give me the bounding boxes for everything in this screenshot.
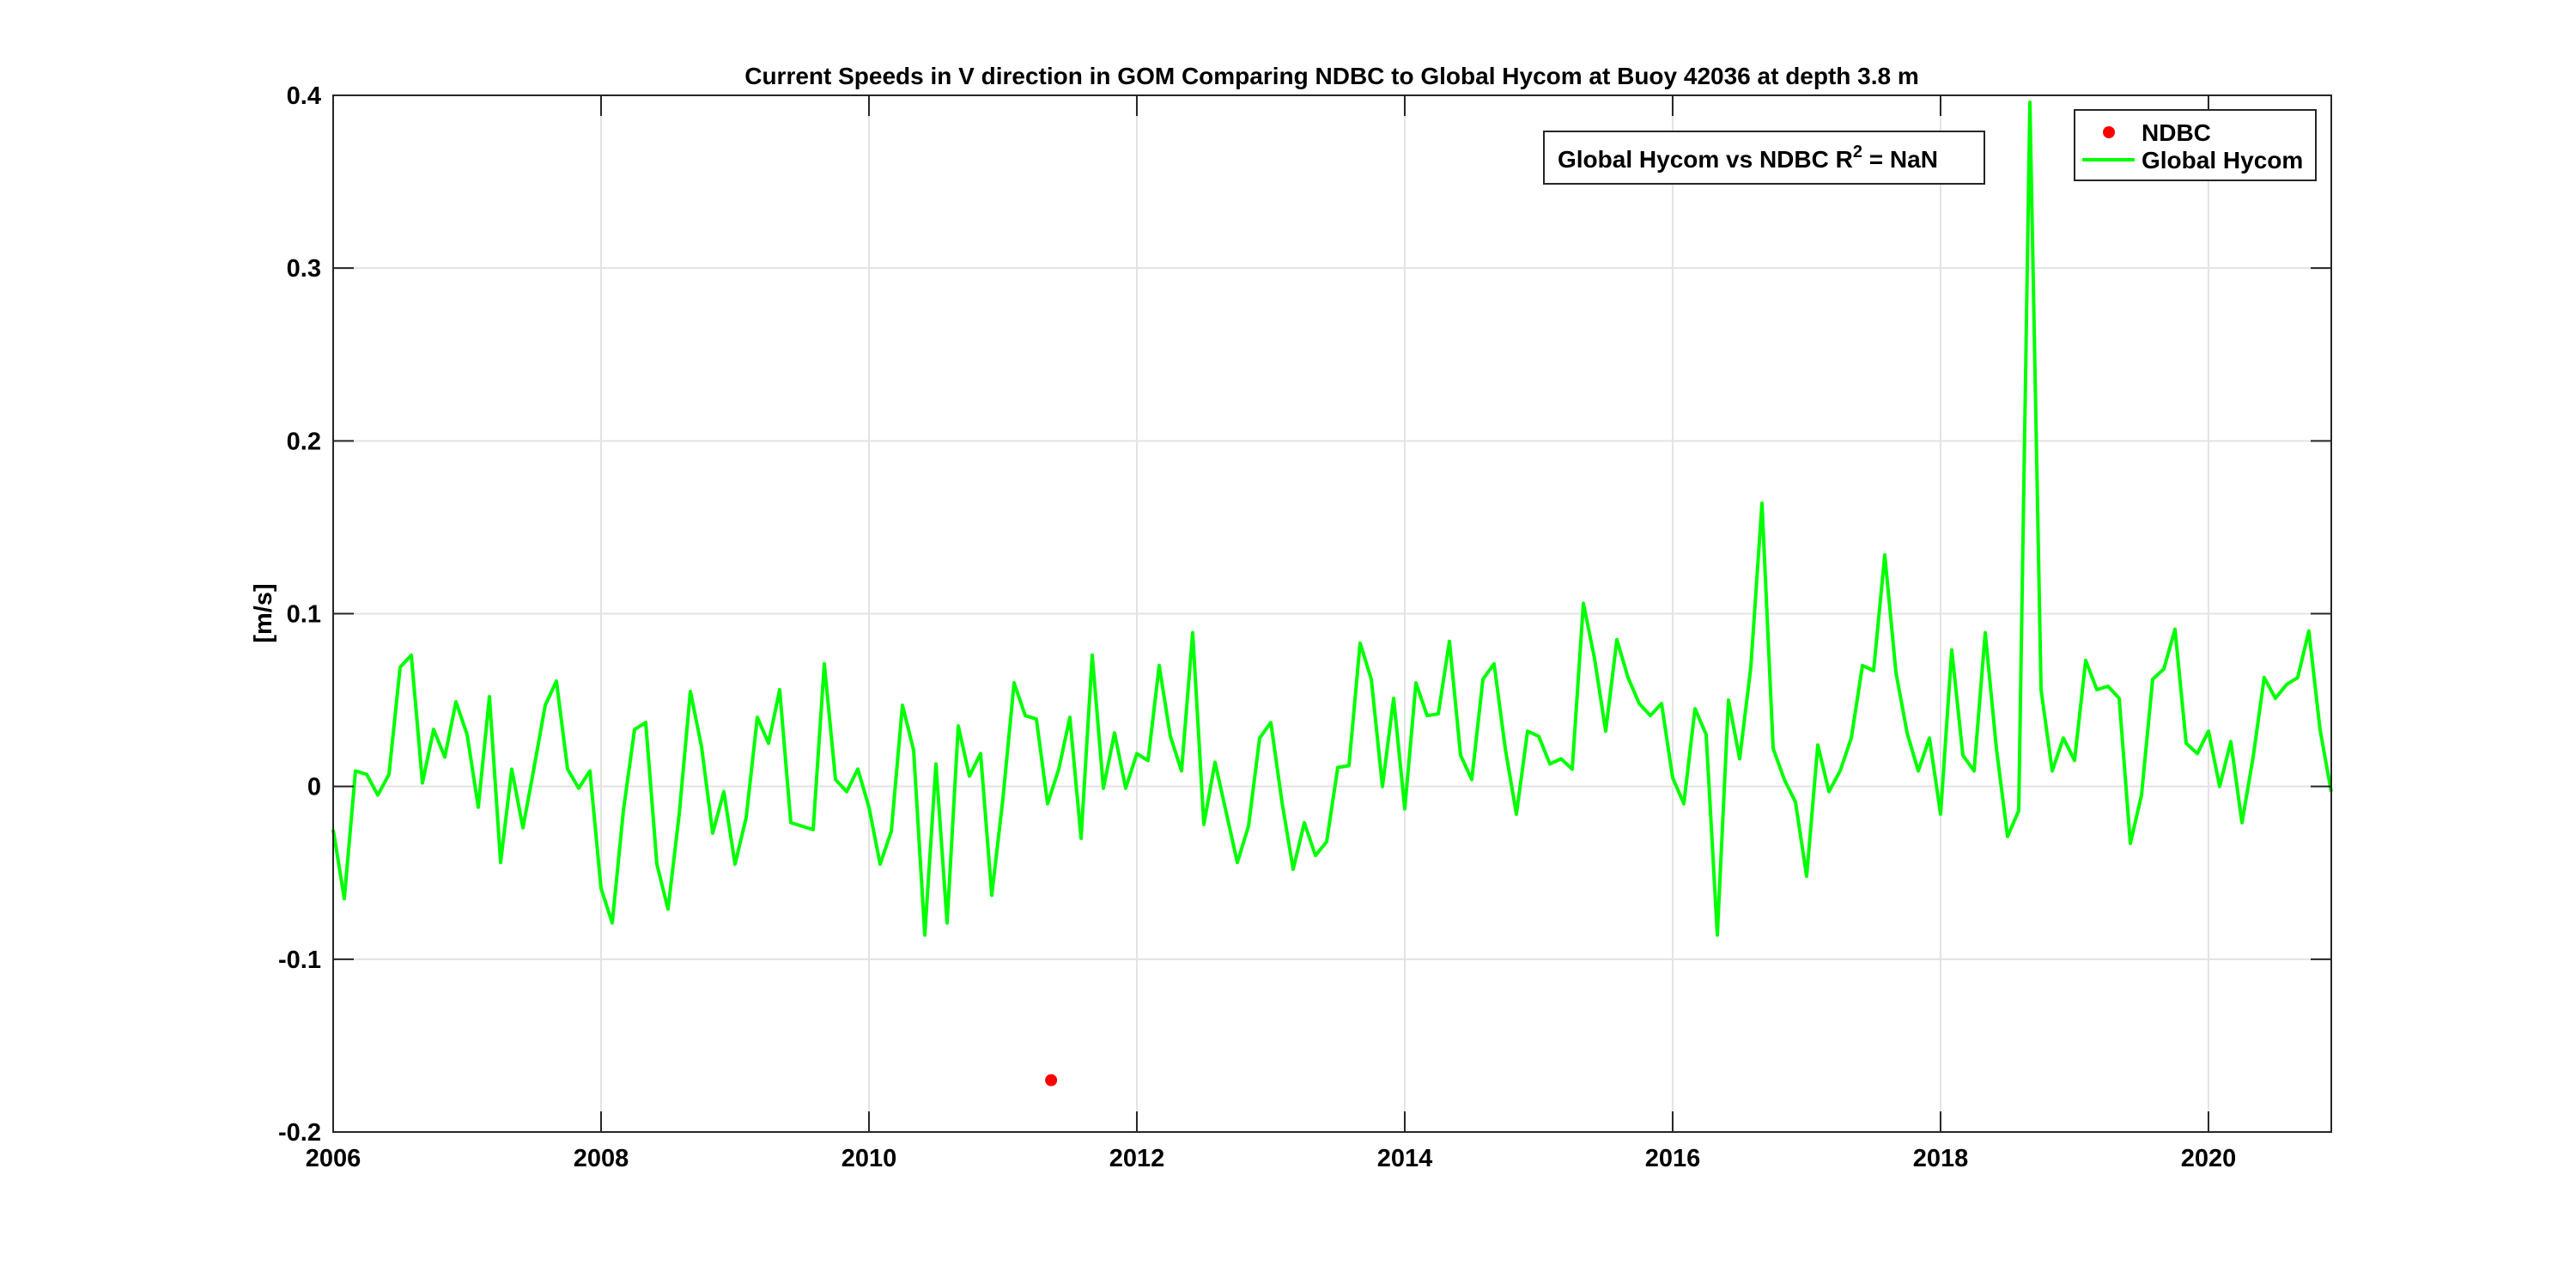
legend-hycom-label: Global Hycom <box>2142 147 2303 173</box>
annotation-text: Global Hycom vs NDBC R2 = NaN <box>1558 143 1938 173</box>
y-tick-label: 0.3 <box>287 255 321 283</box>
annotation-box <box>1543 131 1985 185</box>
chart-title: Current Speeds in V direction in GOM Com… <box>744 63 1919 89</box>
ticks: 2006 2008 2010 2012 2014 2016 2018 2020 -0.2 -0.1… <box>278 82 2331 1172</box>
r2-annotation: Global Hycom vs NDBC R2 = NaN <box>1543 131 1985 185</box>
x-tick-label: 2008 <box>574 1145 629 1172</box>
y-tick-label: 0.1 <box>287 601 321 629</box>
y-tick-label: 0 <box>307 774 321 801</box>
x-tick-label: 2014 <box>1377 1145 1433 1172</box>
legend-box <box>2074 109 2317 181</box>
x-tick-label: 2020 <box>2181 1145 2237 1172</box>
x-tick-label: 2018 <box>1913 1145 1969 1172</box>
ndbc-point <box>1045 1074 1058 1086</box>
y-tick-label: -0.2 <box>278 1119 321 1147</box>
global-hycom-line <box>331 100 2333 937</box>
series-layer <box>331 100 2333 1086</box>
x-tick-label: 2010 <box>841 1145 897 1172</box>
legend: NDBC Global Hycom <box>2074 109 2317 181</box>
legend-ndbc-label: NDBC <box>2142 119 2211 146</box>
legend-ndbc-marker <box>2103 126 2115 138</box>
y-tick-label: -0.1 <box>278 946 321 974</box>
y-tick-label: 0.4 <box>287 82 321 110</box>
y-tick-label: 0.2 <box>287 428 321 455</box>
x-tick-label: 2006 <box>306 1145 361 1172</box>
x-tick-label: 2012 <box>1109 1145 1165 1172</box>
x-tick-label: 2016 <box>1645 1145 1701 1172</box>
y-axis-label: [m/s] <box>250 583 277 642</box>
